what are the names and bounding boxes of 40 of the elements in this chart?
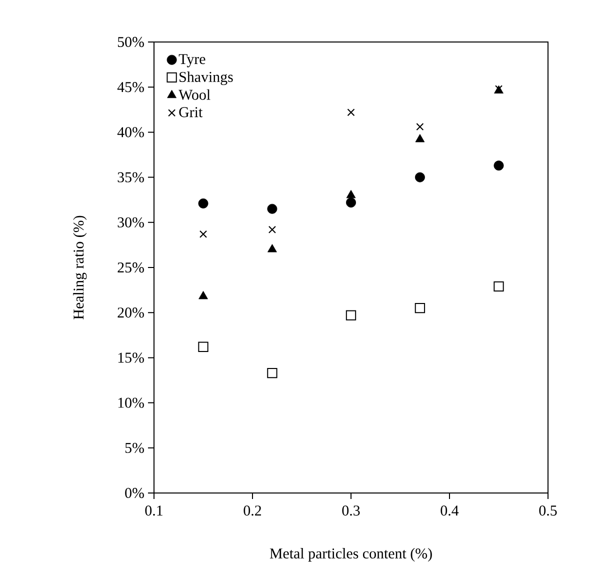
- legend-label: Grit: [179, 107, 203, 118]
- point: [414, 172, 425, 182]
- x-tick-label: 0.3: [342, 506, 360, 516]
- y-tick-label: 30%: [118, 217, 144, 228]
- point: [346, 310, 356, 320]
- point: [415, 134, 425, 142]
- point: [346, 190, 356, 198]
- point: [268, 244, 277, 252]
- y-tick-label: 5%: [125, 442, 144, 453]
- legend-label: Wool: [178, 89, 210, 100]
- legend-label: Tyre: [178, 54, 206, 68]
- y-tick-label: 10%: [118, 398, 144, 408]
- point: [494, 281, 504, 292]
- y-tick-label: 50%: [118, 36, 144, 48]
- point: [267, 368, 278, 378]
- point: [416, 122, 424, 131]
- x-tick-label: 0.4: [440, 506, 459, 516]
- point: [346, 198, 356, 208]
- point: [267, 204, 278, 214]
- y-axis-title: Healing ratio (%): [73, 216, 87, 320]
- point: [198, 290, 208, 300]
- y-tick-label: 0%: [125, 488, 144, 498]
- y-tick-label: 45%: [117, 82, 144, 92]
- point: [414, 303, 426, 314]
- x-axis-title: Metal particles content (%): [270, 548, 432, 562]
- y-tick-label: 25%: [118, 262, 144, 273]
- y-tick-label: 15%: [118, 352, 144, 363]
- point: [268, 226, 276, 234]
- point: [198, 198, 208, 208]
- point: [198, 342, 208, 352]
- point: [347, 108, 355, 116]
- point: [199, 230, 208, 238]
- x-tick-label: 0.1: [145, 506, 162, 516]
- legend-label: Shavings: [180, 71, 233, 86]
- y-tick-label: 35%: [118, 172, 144, 182]
- y-tick-label: 20%: [118, 308, 144, 318]
- x-tick-label: 0.5: [539, 506, 557, 516]
- y-tick-label: 40%: [117, 127, 144, 138]
- x-tick-label: 0.2: [244, 506, 262, 516]
- point: [494, 160, 504, 171]
